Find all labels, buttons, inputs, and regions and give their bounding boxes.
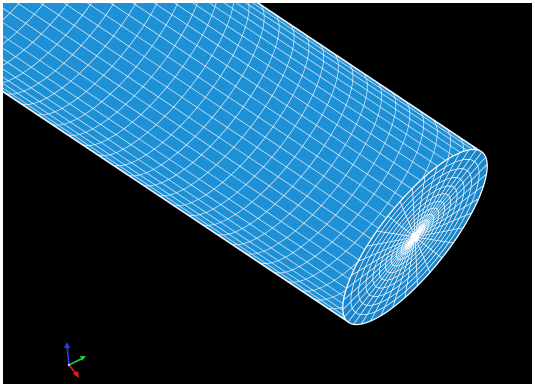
cylinder-end-face-mesh [342,149,488,325]
mesh-generator-line [3,3,444,257]
mesh-ring-line [64,3,204,136]
face-mesh-spoke [415,166,438,236]
mesh-generator-line [3,3,452,246]
face-mesh-ring [400,219,430,255]
mesh-generator-line [3,3,358,323]
mesh-ring-line [125,3,265,177]
face-mesh-ring [358,168,472,306]
mesh-generator-line [3,3,377,319]
mesh-ring-line [199,52,339,226]
face-mesh-spoke [344,238,414,318]
mesh-generator-line [3,3,481,195]
mesh-generator-line [3,3,477,205]
mesh-ring-line [3,3,142,95]
face-mesh-ring [350,158,480,316]
mesh-generator-line [3,3,410,294]
face-mesh-spoke [346,237,414,289]
mesh-ring-line [18,3,158,105]
mesh-ring-line [155,22,295,197]
mesh-generator-line [3,3,482,171]
coordinate-triad-icon [64,342,86,378]
mesh-ring-line [140,12,280,187]
x-axis-arrow [73,371,79,378]
mesh-ring-line [284,108,425,283]
y-axis [68,357,84,366]
mesh-generator-line [3,3,428,277]
mesh-generator-line [3,3,385,314]
mesh-generator-line [3,3,401,302]
face-mesh-spoke [342,238,414,310]
z-axis [66,344,70,366]
face-mesh-spoke [416,185,484,237]
mesh-generator-line [3,3,466,225]
mesh-ring-line [3,3,111,74]
face-mesh-spoke [415,149,477,236]
face-mesh-ring [385,200,445,274]
mesh-ring-line [110,3,250,167]
face-mesh-ring [365,177,465,297]
mesh-ring-line [242,80,383,255]
mesh-generator-line [3,3,393,309]
face-mesh-spoke [416,164,488,236]
face-mesh-ring [408,229,422,245]
mesh-generator-line [3,3,482,165]
mesh-generator-line [3,3,436,267]
face-mesh-ring [342,149,488,325]
mesh-generator-line [3,3,364,323]
face-mesh-spoke [415,152,460,236]
face-center-node [411,232,419,242]
mesh-ring-line [79,3,220,146]
face-mesh-ring [390,207,440,267]
cylinder-body-fill[interactable] [3,3,482,323]
face-mesh-ring [396,214,434,260]
mesh-generator-line [3,3,482,155]
mesh-ring-line [170,32,310,207]
face-mesh-spoke [392,238,415,308]
mesh-generator-line [3,3,349,323]
face-mesh-spoke [380,238,415,316]
face-mesh-spoke [353,238,415,325]
mesh-generator-line [3,3,482,178]
mesh-generator-line [3,3,482,186]
face-mesh-ring [372,185,458,289]
mesh-ring-line [185,42,325,216]
face-mesh-spoke [414,176,426,236]
face-mesh-spoke [416,156,486,236]
face-mesh-spoke [416,173,487,237]
face-mesh-spoke [370,238,415,322]
mesh-generator-line [3,3,459,236]
mesh-ring-line [228,71,368,246]
z-axis-arrow [64,342,70,348]
face-mesh-spoke [404,238,416,298]
face-mesh-spoke [416,151,483,236]
viewport-canvas[interactable] [3,3,532,384]
meshed-cylinder-model[interactable] [3,3,532,384]
mesh-ring-line [33,3,173,116]
mesh-ring-line [95,3,235,157]
mesh-generator-line [3,3,482,152]
y-axis-arrow [80,356,86,361]
mesh-generator-line [3,3,370,322]
mesh-ring-line [271,99,411,274]
mesh-generator-line [3,3,419,286]
face-mesh-ring [404,224,426,250]
mesh-generator-line [3,3,472,215]
face-mesh-spoke [351,237,414,276]
mesh-ring-line [257,90,397,265]
mesh-ring-line [214,61,354,236]
mesh-generator-line [3,3,482,159]
cylinder-surface-mesh [3,3,482,323]
face-mesh-spoke [415,149,470,236]
face-mesh-spoke [415,158,450,236]
mesh-ring-line [3,3,127,85]
face-mesh-spoke [343,237,414,301]
mesh-ring-line [49,3,189,126]
face-mesh-ring [379,193,451,281]
face-mesh-spoke [360,238,415,325]
triad-origin [67,363,71,367]
face-mesh-spoke [347,238,414,323]
face-mesh-spoke [416,198,479,237]
